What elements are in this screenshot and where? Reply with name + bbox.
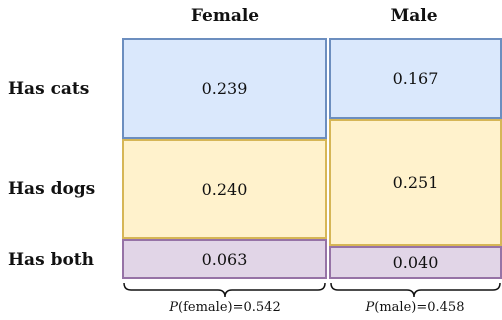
row-header-cats: Has cats [8, 79, 90, 99]
marginal-male: P(male)=0.458 [329, 300, 501, 315]
value-female-both: 0.063 [201, 249, 248, 269]
row-header-both: Has both [8, 250, 95, 270]
column-header-male: Male [390, 6, 438, 26]
cell-male-cats: 0.167 [329, 38, 502, 119]
cell-male-dogs: 0.251 [329, 119, 502, 246]
value-female-cats: 0.239 [201, 79, 248, 98]
marginal-female: P(female)=0.542 [124, 300, 326, 315]
value-male-both: 0.040 [392, 253, 439, 272]
cell-female-cats: 0.239 [122, 38, 327, 139]
prob-symbol-female: P [169, 300, 179, 315]
cell-female-both: 0.063 [122, 239, 327, 279]
value-female-dogs: 0.240 [201, 179, 248, 199]
value-male-cats: 0.167 [392, 69, 439, 88]
column-header-female: Female [190, 6, 260, 26]
row-header-dogs: Has dogs [8, 179, 96, 199]
marginal-female-text: (female)=0.542 [178, 300, 281, 315]
value-male-dogs: 0.251 [392, 173, 439, 192]
brace-female [123, 282, 326, 298]
brace-male [330, 282, 501, 298]
prob-symbol-male: P [365, 300, 375, 315]
cell-female-dogs: 0.240 [122, 139, 327, 239]
marginal-male-text: (male)=0.458 [374, 300, 465, 315]
cell-male-both: 0.040 [329, 246, 502, 279]
